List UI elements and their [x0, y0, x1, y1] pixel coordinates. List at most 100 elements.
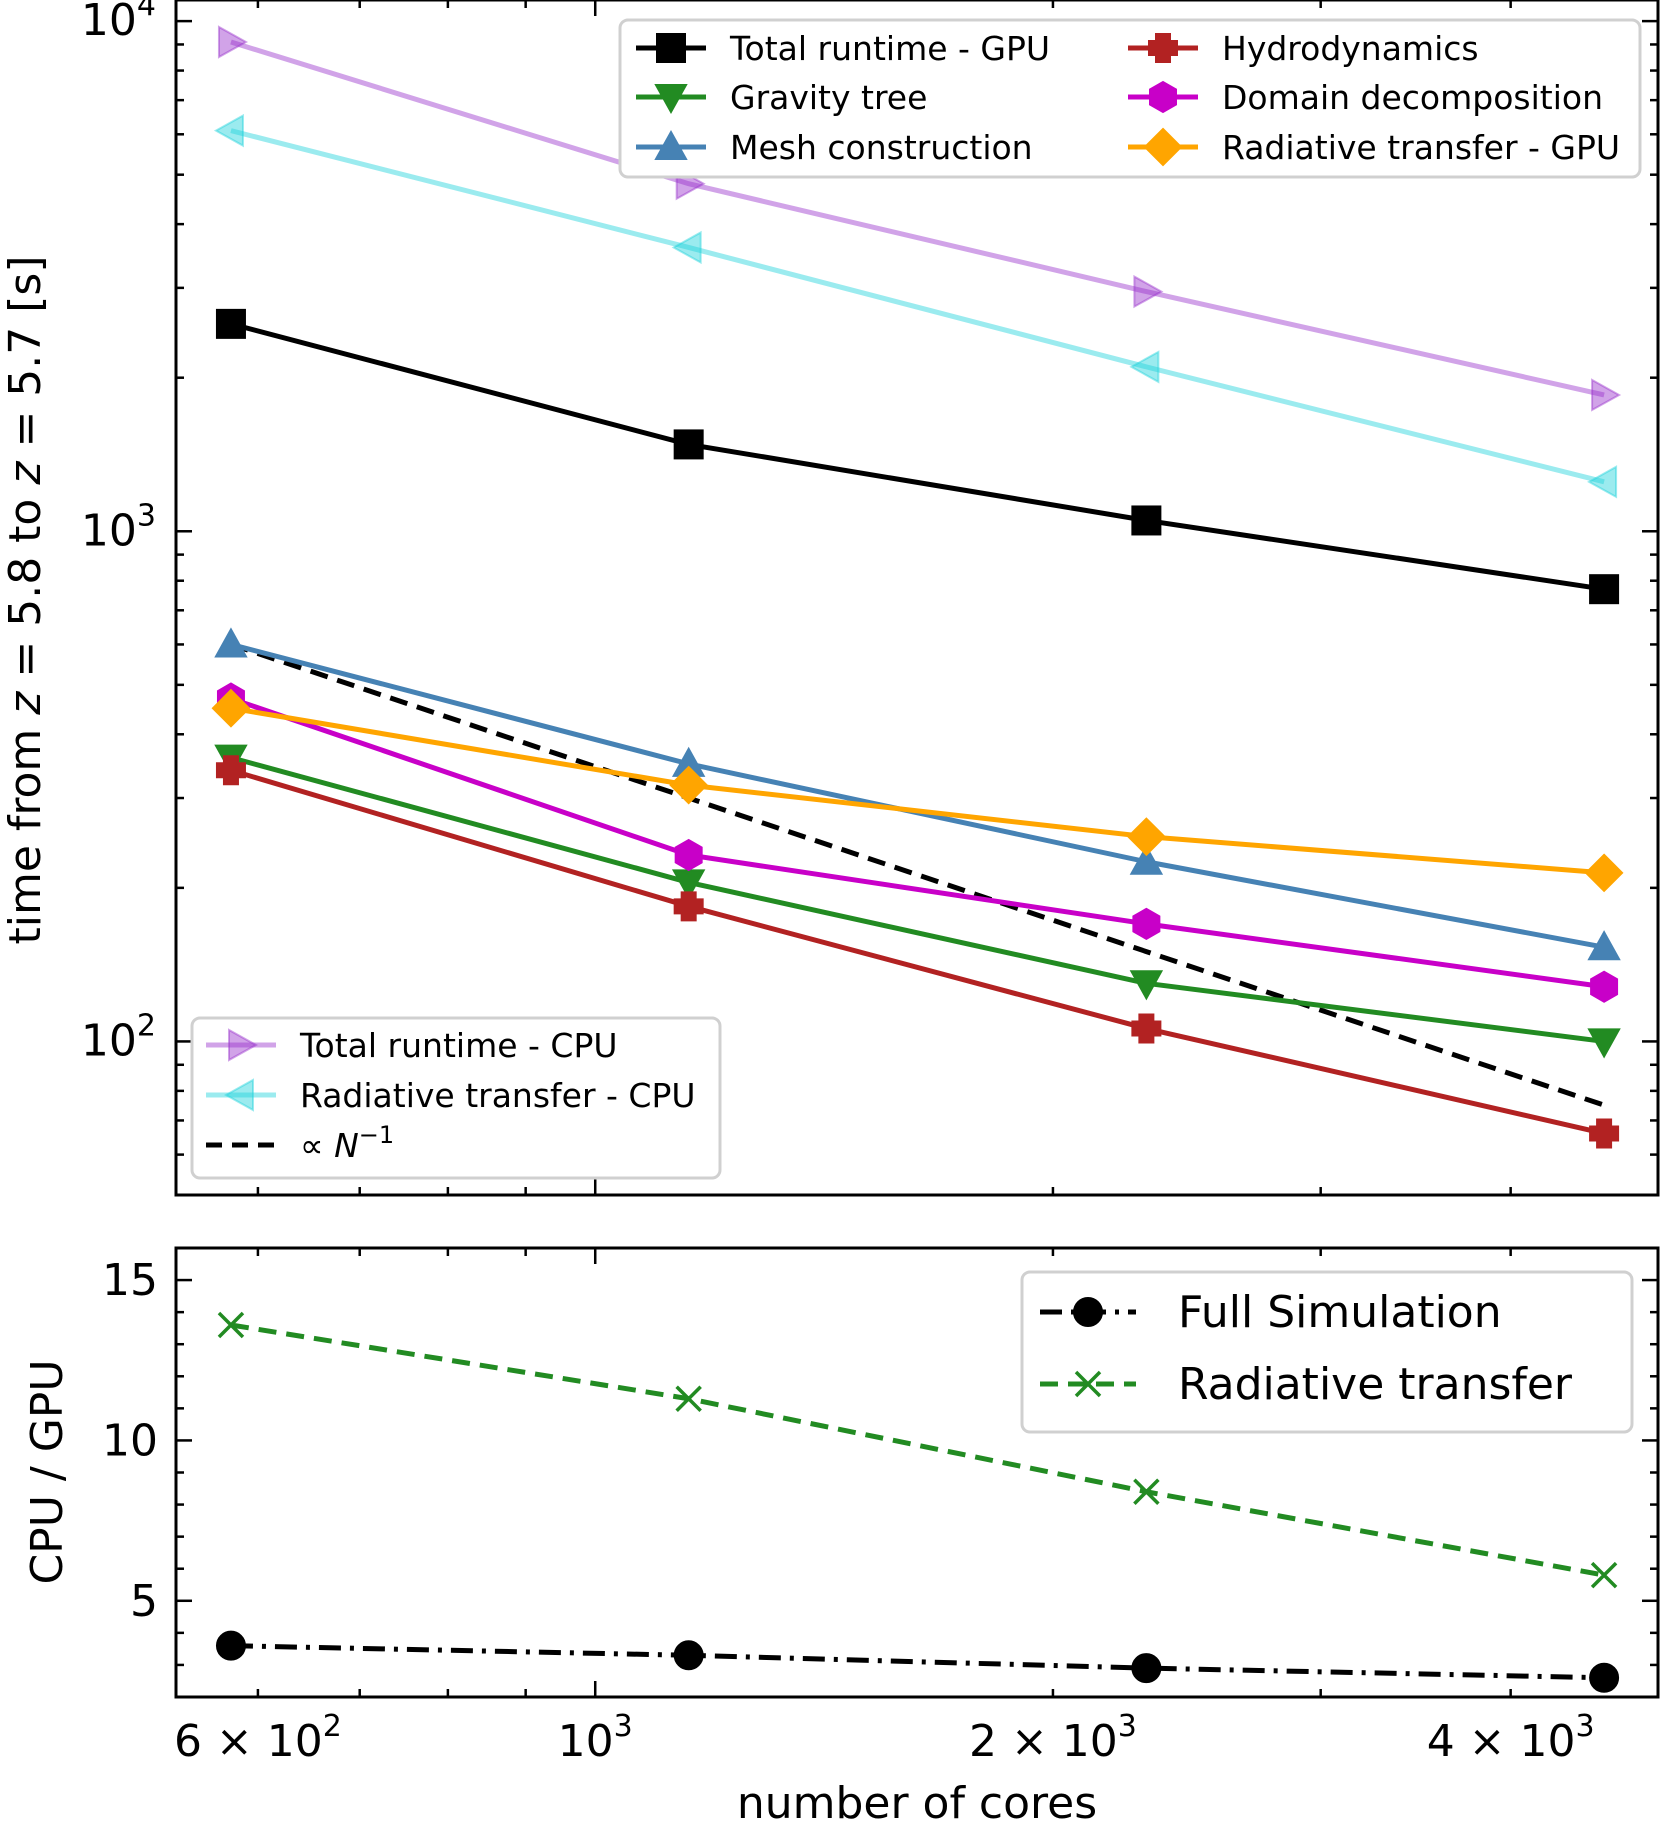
bottom-legend: Full Simulation Radiative transfer — [1020, 1270, 1634, 1434]
series-line — [230, 696, 1605, 990]
data-point — [215, 308, 246, 339]
data-point — [1131, 1013, 1162, 1044]
x-tick-label: 4 × 103 — [1427, 1709, 1595, 1767]
series-domain-decomposition — [216, 682, 1619, 1003]
data-point — [215, 1630, 246, 1661]
data-point — [1590, 970, 1619, 1003]
series-radiative-transfer-cpu — [213, 113, 1618, 499]
legend-label: Total runtime - CPU — [299, 1026, 618, 1065]
data-point — [1132, 907, 1161, 941]
legend-entry-full-simulation: Full Simulation — [1040, 1287, 1502, 1338]
bottom-ytick-label: 15 — [102, 1255, 158, 1306]
data-point — [1131, 505, 1162, 536]
series-line — [230, 1643, 1605, 1681]
top-ytick-label: 104 — [81, 0, 156, 46]
data-point — [1129, 350, 1160, 384]
legend-marker — [1143, 127, 1183, 167]
top-ytick-label: 103 — [81, 498, 156, 556]
legend-entry-radiative-transfer-gpu: Radiative transfer - GPU — [1128, 127, 1620, 167]
legend-label: Mesh construction — [730, 128, 1033, 167]
bottom-panel: 5 10 15 6 × 102 103 2 × 103 4 × 103 CPU / GPU… — [22, 1246, 1660, 1826]
data-point — [1590, 1561, 1618, 1589]
legend-marker — [656, 33, 686, 63]
series-line — [230, 128, 1605, 485]
series-line — [230, 39, 1605, 398]
legend-label: Hydrodynamics — [1222, 29, 1479, 68]
bottom-y-axis-title: CPU / GPU — [22, 1359, 73, 1584]
x-tick-label: 103 — [558, 1709, 633, 1767]
legend-entry-domain-decomposition: Domain decomposition — [1128, 78, 1603, 117]
data-point — [673, 1640, 704, 1671]
top-legend-main: Total runtime - GPU Hydrodynamics Gravity … — [618, 18, 1642, 179]
legend-marker — [228, 1028, 259, 1062]
legend-entry-radiative-transfer: Radiative transfer — [1040, 1359, 1573, 1410]
data-point — [673, 429, 704, 460]
top-y-axis-title: time from z = 5.8 to z = 5.7 [s] — [0, 255, 51, 944]
top-axis-ticks — [176, 0, 1660, 1197]
data-point — [1587, 1028, 1621, 1059]
data-point — [673, 891, 704, 922]
data-point — [1133, 1478, 1160, 1505]
legend-marker — [654, 84, 688, 115]
bottom-y-tick-labels: 5 10 15 — [102, 1255, 158, 1627]
data-point — [669, 765, 709, 805]
legend-label: Total runtime - GPU — [729, 29, 1050, 68]
series-line — [230, 767, 1605, 1136]
series-mesh-construction — [214, 627, 1621, 961]
legend-entry-gravity-tree: Gravity tree — [636, 78, 927, 117]
legend-entry-total-runtime-gpu: Total runtime - GPU — [636, 29, 1050, 68]
x-axis-title: number of cores — [737, 1778, 1097, 1826]
top-plot-frame — [174, 0, 1660, 1197]
data-point — [1129, 844, 1164, 875]
legend-marker — [654, 129, 688, 160]
data-point — [1591, 378, 1622, 412]
legend-marker — [1073, 1297, 1103, 1327]
legend-entry-n-1: ∝ N−1 — [206, 1121, 394, 1165]
series-line — [230, 642, 1605, 1108]
legend-marker — [1074, 1370, 1102, 1398]
legend-marker — [223, 1078, 254, 1112]
x-tick-label: 2 × 103 — [969, 1709, 1137, 1767]
bottom-ytick-label: 5 — [130, 1576, 158, 1627]
series-line — [230, 321, 1605, 592]
legend-entry-total-runtime-cpu: Total runtime - CPU — [206, 1026, 618, 1065]
legend-marker — [1149, 80, 1177, 114]
series-line — [230, 705, 1605, 876]
data-point — [213, 113, 244, 148]
legend-entry-radiative-transfer-cpu: Radiative transfer - CPU — [206, 1076, 696, 1115]
data-point — [1584, 853, 1624, 893]
bottom-series-layer — [215, 1311, 1620, 1693]
legend-label: Radiative transfer — [1178, 1359, 1573, 1410]
series-line — [230, 1322, 1605, 1578]
data-point — [675, 1385, 702, 1412]
bottom-legend-frame — [1020, 1270, 1634, 1434]
top-legend-cpu-frame — [190, 1016, 722, 1180]
legend-label: Gravity tree — [730, 78, 927, 117]
series-line — [230, 642, 1605, 950]
data-point — [215, 755, 246, 786]
data-point — [211, 688, 251, 728]
legend-label: Full Simulation — [1178, 1287, 1502, 1338]
data-point — [217, 25, 249, 59]
legend-label: Radiative transfer - GPU — [1222, 128, 1620, 167]
x-tick-label: 6 × 102 — [174, 1709, 342, 1767]
data-point — [1587, 930, 1621, 961]
data-point — [1587, 465, 1618, 499]
legend-marker — [1148, 33, 1178, 63]
bottom-plot-frame — [174, 1246, 1660, 1699]
series-radiative-transfer-gpu — [211, 688, 1624, 893]
top-series-layer — [211, 25, 1624, 1149]
bottom-x-tick-labels: 6 × 102 103 2 × 103 4 × 103 — [174, 1709, 1595, 1767]
series-total-runtime-cpu — [217, 25, 1622, 412]
series-hydrodynamics — [215, 755, 1620, 1149]
series-radiative-transfer — [217, 1311, 1618, 1589]
legend-label: ∝ N−1 — [300, 1121, 394, 1165]
series-total-runtime-gpu — [215, 308, 1620, 605]
data-point — [1133, 274, 1164, 309]
bottom-ytick-label: 10 — [102, 1415, 158, 1466]
data-point — [674, 838, 703, 872]
legend-label: Domain decomposition — [1222, 78, 1603, 117]
legend-label: Radiative transfer - CPU — [300, 1076, 696, 1115]
series-gravity-tree — [214, 744, 1621, 1059]
data-point — [1126, 817, 1166, 857]
